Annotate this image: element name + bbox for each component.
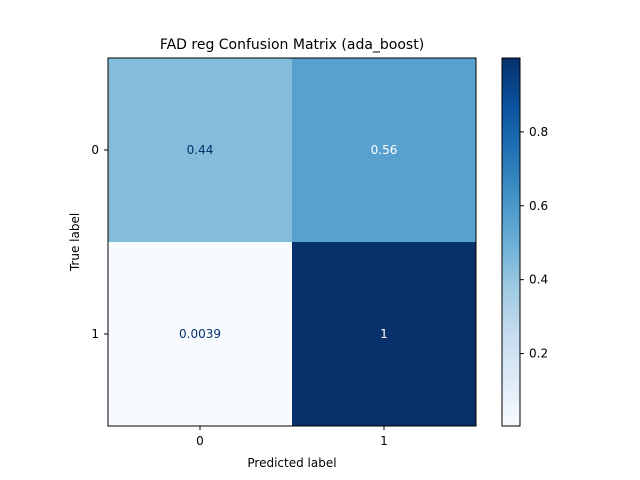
colorbar-tick-label: 0.8	[529, 125, 548, 139]
colorbar-ticks: 0.2 0.4 0.6 0.8	[520, 125, 548, 361]
colorbar-tick-label: 0.2	[529, 347, 548, 361]
cell-value-label: 0.44	[187, 143, 214, 157]
colorbar-tick-label: 0.4	[529, 273, 548, 287]
cell-value-label: 0.56	[371, 143, 398, 157]
matrix-cell	[108, 242, 292, 426]
y-axis-label: True label	[68, 213, 82, 272]
y-tick-label: 0	[91, 143, 99, 157]
y-axis-ticks: 01	[91, 143, 108, 341]
matrix-cells: 0.44 0.56 0.0039 1	[108, 58, 476, 426]
colorbar-tick-label: 0.6	[529, 199, 548, 213]
x-axis-label: Predicted label	[247, 456, 336, 470]
x-tick-label: 0	[196, 434, 204, 448]
matrix-cell	[108, 58, 292, 242]
colorbar	[501, 57, 521, 427]
cell-value-label: 1	[380, 327, 388, 341]
matrix-cell	[292, 58, 476, 242]
x-tick-label: 1	[380, 434, 388, 448]
plot-frame	[107, 57, 477, 427]
matrix-cell	[292, 242, 476, 426]
cell-value-label: 0.0039	[179, 327, 221, 341]
chart-title: FAD reg Confusion Matrix (ada_boost)	[160, 37, 424, 53]
y-tick-label: 1	[91, 327, 99, 341]
